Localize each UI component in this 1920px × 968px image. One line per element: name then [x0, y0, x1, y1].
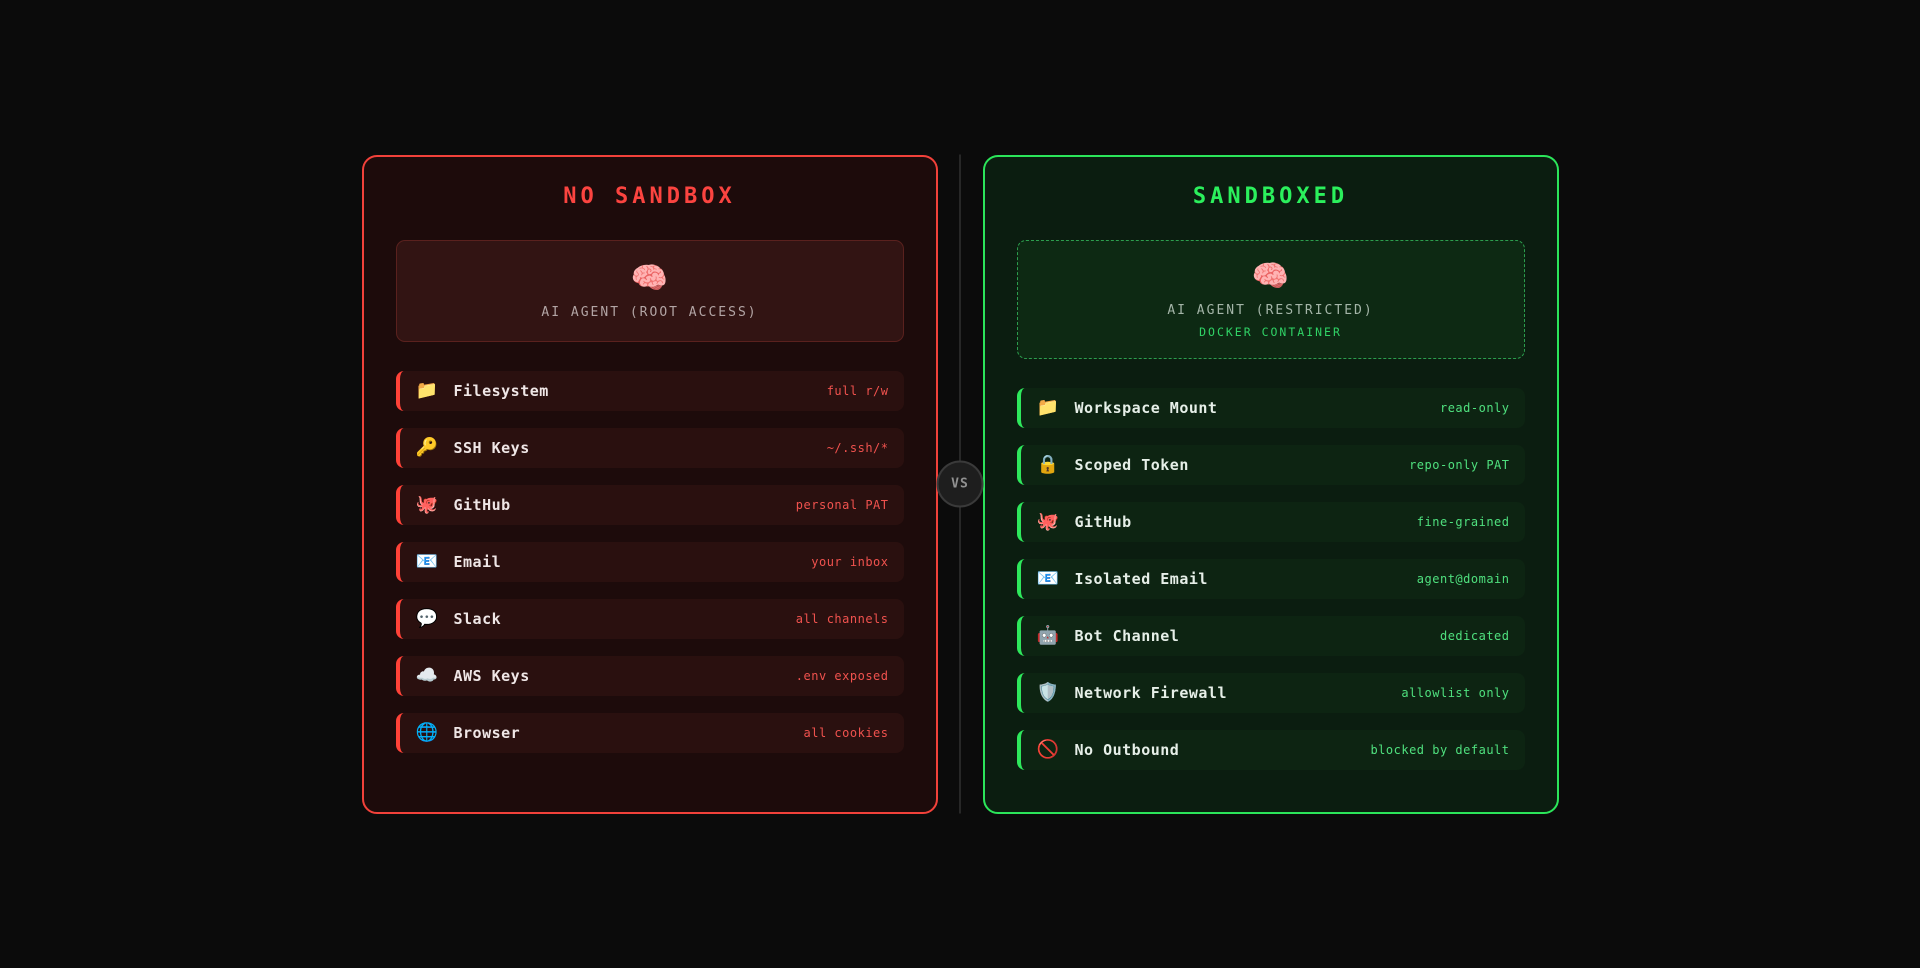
lock-icon: 🔒 — [1036, 453, 1059, 475]
list-item: ☁️ AWS Keys .env exposed — [395, 655, 904, 696]
folder-icon: 📁 — [1036, 396, 1059, 418]
agent-name: AI AGENT (RESTRICTED) — [1167, 302, 1374, 318]
list-item: 💬 Slack all channels — [395, 598, 904, 639]
item-value: blocked by default — [1370, 742, 1510, 757]
item-label: GitHub — [1074, 512, 1132, 531]
list-item: 📧 Email your inbox — [395, 541, 904, 582]
item-value: read-only — [1439, 400, 1510, 415]
folder-icon: 📁 — [415, 379, 438, 401]
item-label: Scoped Token — [1074, 455, 1189, 474]
sandboxed-list: 📁 Workspace Mount read-only 🔒 Scoped Tok… — [1016, 387, 1525, 770]
octopus-icon: 🐙 — [1036, 510, 1059, 532]
item-label: GitHub — [453, 495, 511, 514]
globe-icon: 🌐 — [415, 721, 438, 743]
item-value: dedicated — [1439, 628, 1510, 643]
item-label: No Outbound — [1074, 740, 1180, 759]
robot-icon: 🤖 — [1036, 624, 1059, 646]
item-value: allowlist only — [1401, 685, 1510, 700]
shield-icon: 🛡️ — [1036, 681, 1059, 703]
speech-balloon-icon: 💬 — [415, 607, 438, 629]
item-value: agent@domain — [1416, 571, 1510, 586]
brain-icon: 🧠 — [630, 260, 669, 296]
sandboxed-title: SANDBOXED — [1192, 183, 1349, 209]
item-label: Workspace Mount — [1074, 398, 1218, 417]
item-value: repo-only PAT — [1409, 457, 1510, 472]
cloud-icon: ☁️ — [415, 664, 438, 686]
item-label: Network Firewall — [1074, 683, 1227, 702]
item-value: all channels — [795, 611, 889, 626]
sandboxed-panel: SANDBOXED 🧠 AI AGENT (RESTRICTED) DOCKER… — [982, 154, 1559, 814]
item-label: Isolated Email — [1074, 569, 1208, 588]
item-label: Browser — [453, 723, 521, 742]
item-value: all cookies — [803, 725, 889, 740]
item-value: your inbox — [811, 554, 889, 569]
item-label: Filesystem — [453, 381, 549, 400]
docker-container-label: DOCKER CONTAINER — [1199, 324, 1342, 339]
agent-name: AI AGENT (ROOT ACCESS) — [541, 304, 758, 320]
list-item: 📧 Isolated Email agent@domain — [1016, 558, 1525, 599]
item-label: Bot Channel — [1074, 626, 1180, 645]
item-value: full r/w — [826, 383, 889, 398]
item-label: Email — [453, 552, 502, 571]
octopus-icon: 🐙 — [415, 493, 438, 515]
list-item: 🔒 Scoped Token repo-only PAT — [1016, 444, 1525, 485]
no-sandbox-panel: NO SANDBOX 🧠 AI AGENT (ROOT ACCESS) 📁 Fi… — [361, 154, 938, 814]
no-sandbox-list: 📁 Filesystem full r/w 🔑 SSH Keys ~/.ssh/… — [395, 370, 904, 753]
item-value: .env exposed — [795, 668, 889, 683]
no-sandbox-agent-card: 🧠 AI AGENT (ROOT ACCESS) — [395, 239, 904, 342]
email-icon: 📧 — [1036, 567, 1059, 589]
email-icon: 📧 — [415, 550, 438, 572]
vs-badge: VS — [936, 460, 984, 508]
item-value: ~/.ssh/* — [826, 440, 889, 455]
no-sandbox-title: NO SANDBOX — [563, 183, 736, 209]
item-label: SSH Keys — [453, 438, 530, 457]
item-value: personal PAT — [795, 497, 889, 512]
key-icon: 🔑 — [415, 436, 438, 458]
no-entry-icon: 🚫 — [1036, 738, 1059, 760]
list-item: 🤖 Bot Channel dedicated — [1016, 615, 1525, 656]
list-item: 📁 Filesystem full r/w — [395, 370, 904, 411]
list-item: 🚫 No Outbound blocked by default — [1016, 729, 1525, 770]
list-item: 🌐 Browser all cookies — [395, 712, 904, 753]
item-value: fine-grained — [1416, 514, 1510, 529]
list-item: 🐙 GitHub fine-grained — [1016, 501, 1525, 542]
item-label: Slack — [453, 609, 502, 628]
list-item: 🔑 SSH Keys ~/.ssh/* — [395, 427, 904, 468]
item-label: AWS Keys — [453, 666, 530, 685]
list-item: 📁 Workspace Mount read-only — [1016, 387, 1525, 428]
list-item: 🐙 GitHub personal PAT — [395, 484, 904, 525]
sandboxed-agent-card: 🧠 AI AGENT (RESTRICTED) DOCKER CONTAINER — [1016, 239, 1525, 359]
list-item: 🛡️ Network Firewall allowlist only — [1016, 672, 1525, 713]
brain-icon: 🧠 — [1251, 258, 1290, 294]
